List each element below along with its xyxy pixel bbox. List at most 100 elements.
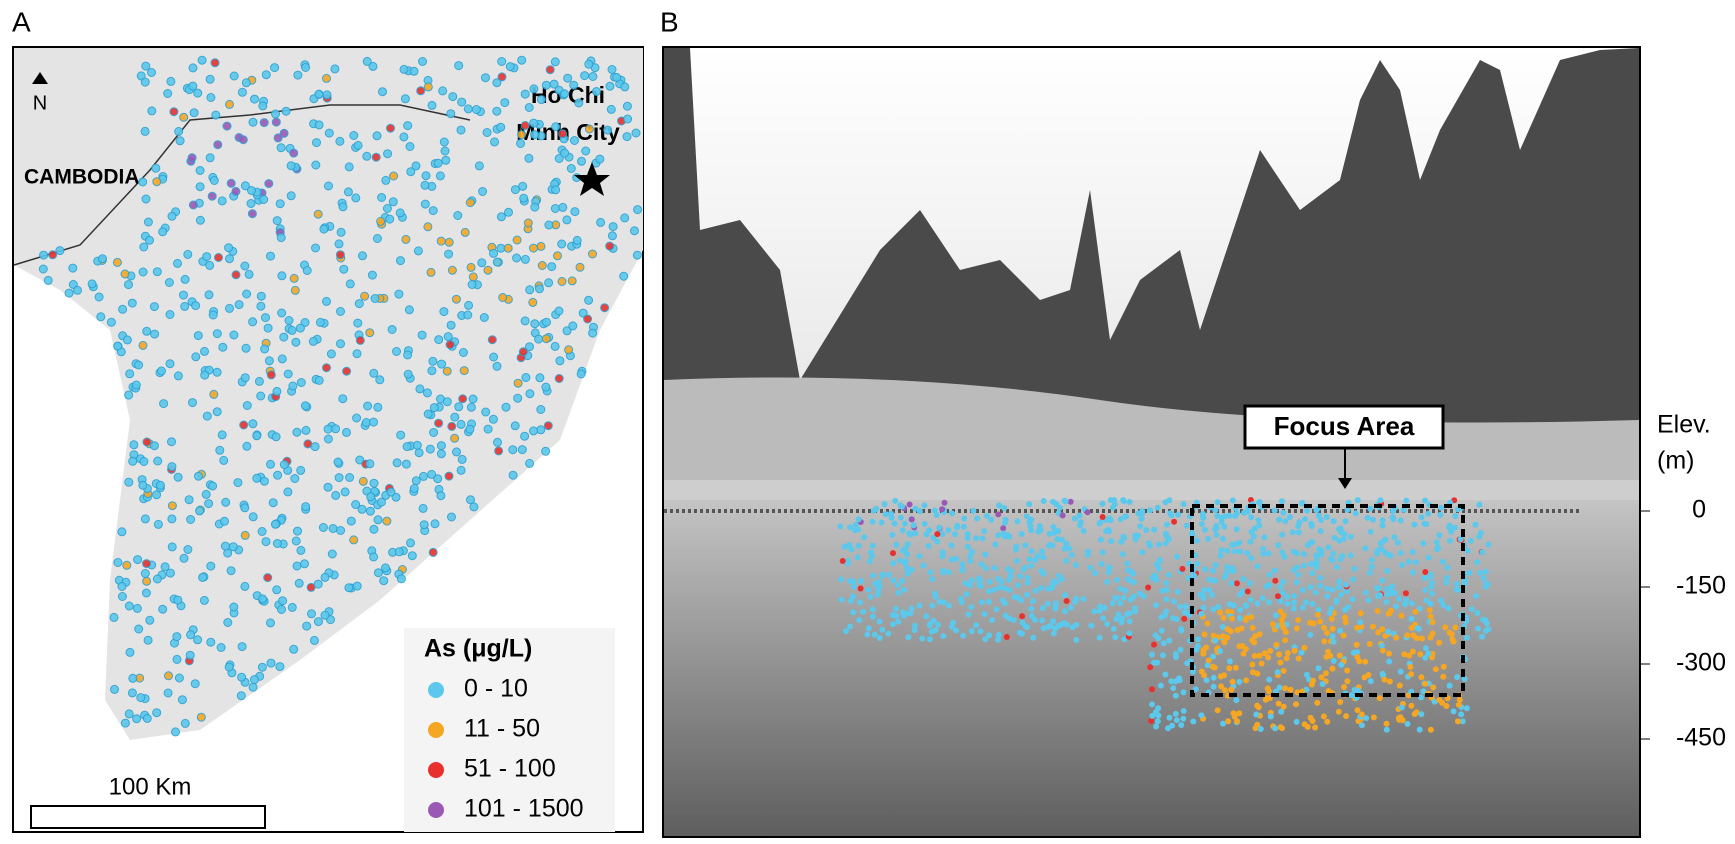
well-point: [1342, 614, 1348, 621]
well-point: [1177, 603, 1184, 610]
well-point: [1040, 554, 1047, 561]
well-point: [1437, 511, 1444, 518]
sample-point: [167, 211, 177, 221]
sample-point: [412, 440, 422, 450]
sample-point: [141, 61, 151, 71]
sample-point: [250, 675, 259, 685]
sample-point: [179, 553, 189, 563]
well-point: [1257, 726, 1264, 732]
sample-point: [365, 459, 375, 469]
sample-point: [496, 212, 506, 222]
well-point: [1336, 578, 1343, 585]
well-point: [1228, 580, 1235, 587]
sample-point: [550, 57, 560, 67]
sample-point: [444, 249, 454, 259]
sample-point: [366, 492, 376, 502]
well-point: [1443, 574, 1450, 581]
legend-title: As (μg/L): [424, 635, 532, 663]
sample-point: [458, 394, 468, 404]
sample-point: [419, 520, 429, 530]
sample-point: [606, 104, 616, 114]
sample-point: [355, 335, 365, 345]
well-point: [901, 520, 908, 527]
sample-point: [312, 138, 321, 148]
sample-point: [204, 499, 214, 509]
sample-point: [189, 108, 199, 118]
well-point: [1329, 633, 1336, 640]
well-point: [1354, 707, 1361, 714]
sample-point: [311, 243, 320, 253]
well-point: [1275, 593, 1281, 600]
well-point: [847, 597, 854, 604]
sample-point: [164, 671, 173, 681]
well-point: [1180, 708, 1187, 714]
sample-point: [339, 264, 349, 274]
well-point: [1299, 500, 1305, 507]
sample-point: [588, 249, 597, 259]
well-point: [1454, 674, 1461, 681]
well-point: [1456, 697, 1463, 703]
well-point: [1341, 684, 1347, 690]
well-point: [908, 566, 915, 573]
sample-point: [349, 131, 359, 140]
sample-point: [564, 345, 574, 355]
well-point: [972, 535, 979, 542]
well-point: [1282, 518, 1289, 525]
well-point: [1436, 697, 1443, 703]
sample-point: [279, 128, 289, 138]
sample-point: [139, 242, 149, 252]
sample-point: [264, 356, 274, 366]
well-point: [1435, 544, 1442, 551]
sample-point: [450, 412, 460, 422]
sample-point: [394, 547, 404, 557]
well-point: [1022, 542, 1029, 549]
well-point: [1431, 698, 1438, 705]
well-point: [1269, 621, 1276, 628]
well-point: [1162, 499, 1169, 506]
legend-swatch: [428, 722, 444, 738]
well-point: [1467, 537, 1474, 544]
well-point: [1132, 536, 1139, 543]
sample-point: [578, 308, 588, 318]
sample-point: [219, 455, 229, 465]
sample-point: [433, 474, 443, 484]
well-point: [1482, 568, 1489, 575]
well-point: [1239, 642, 1246, 649]
well-point: [976, 575, 983, 582]
sample-point: [560, 89, 570, 99]
well-point: [1233, 697, 1240, 704]
well-point: [850, 583, 857, 590]
well-point: [1256, 631, 1263, 638]
well-point: [1406, 652, 1413, 659]
well-point: [904, 551, 911, 558]
well-point: [1155, 712, 1162, 719]
sample-point: [238, 135, 248, 145]
well-point: [1028, 562, 1035, 569]
sample-point: [98, 254, 107, 264]
well-point: [1226, 512, 1233, 519]
sample-point: [313, 617, 323, 627]
well-point: [1412, 608, 1419, 615]
well-point: [1277, 724, 1284, 731]
well-point: [1151, 659, 1157, 666]
sample-point: [529, 84, 539, 94]
sample-point: [411, 476, 421, 486]
sample-point: [257, 662, 267, 672]
well-point: [979, 535, 986, 542]
well-point: [1318, 517, 1324, 524]
legend-swatch: [428, 682, 444, 698]
well-point: [1426, 607, 1433, 614]
well-point: [1201, 672, 1208, 679]
well-point: [1324, 718, 1331, 725]
sample-point: [199, 595, 209, 605]
well-point: [1068, 552, 1075, 558]
well-point: [919, 635, 926, 642]
sample-point: [574, 98, 584, 108]
well-point: [1309, 570, 1316, 577]
sample-point: [413, 246, 423, 256]
well-point: [1396, 682, 1403, 689]
well-point: [1218, 519, 1225, 525]
well-point: [960, 632, 967, 639]
focus-outline: [1190, 504, 1465, 697]
sample-point: [421, 171, 431, 181]
